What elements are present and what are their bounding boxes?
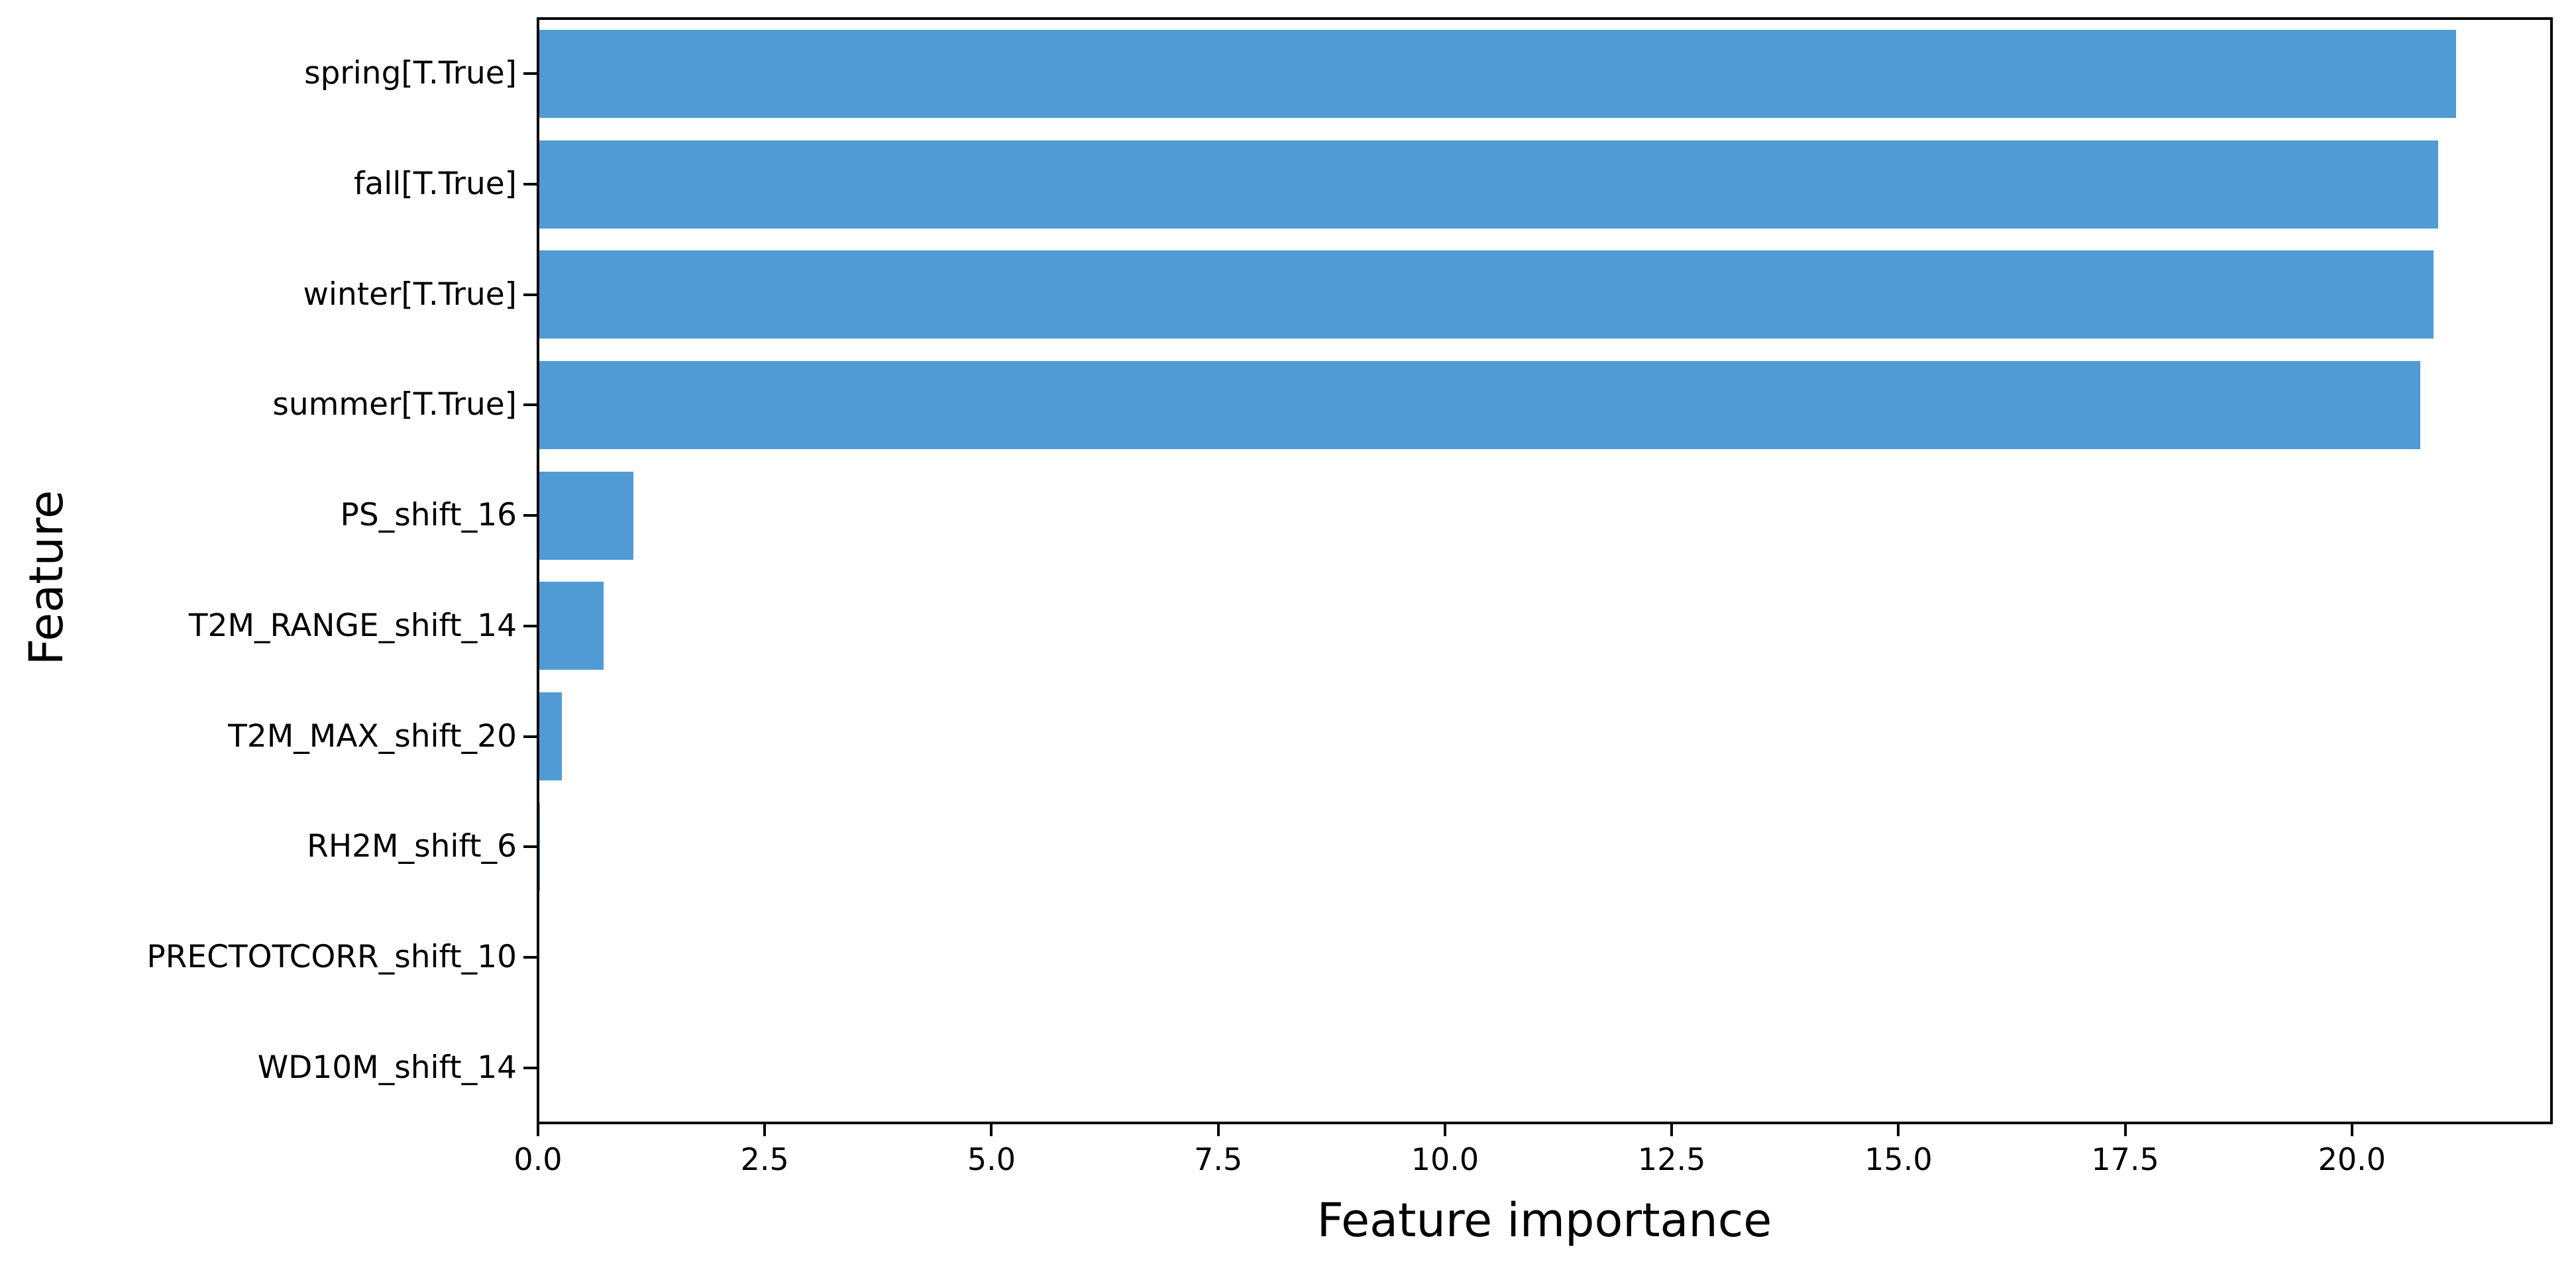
bar [538, 29, 2456, 118]
x-tick-mark [1443, 1123, 1446, 1136]
bar [538, 913, 539, 1002]
bar [538, 250, 2434, 339]
x-axis-title: Feature importance [1316, 1193, 1772, 1247]
x-tick-label: 5.0 [967, 1141, 1016, 1177]
x-tick-label: 20.0 [2318, 1141, 2387, 1177]
x-tick-mark [1216, 1123, 1220, 1136]
y-tick-mark [523, 1066, 538, 1069]
bar [538, 582, 604, 670]
y-tick-mark [523, 403, 538, 407]
x-tick-mark [763, 1123, 767, 1136]
y-tick-label: summer[T.True] [272, 386, 517, 423]
y-tick-mark [523, 624, 538, 627]
x-tick-label: 17.5 [2091, 1141, 2159, 1177]
x-tick-label: 10.0 [1411, 1141, 1479, 1177]
x-tick-mark [537, 1123, 539, 1136]
x-tick-mark [2350, 1123, 2353, 1136]
bar [538, 692, 562, 781]
x-tick-mark [1670, 1123, 1674, 1136]
x-tick-label: 2.5 [740, 1141, 789, 1177]
bar [538, 1024, 539, 1112]
y-tick-mark [523, 735, 538, 738]
y-axis-title: Feature [19, 490, 74, 666]
bar [538, 140, 2438, 229]
y-tick-mark [523, 845, 538, 849]
y-tick-label: WD10M_shift_14 [257, 1049, 517, 1086]
y-tick-mark [523, 955, 538, 959]
y-tick-label: T2M_RANGE_shift_14 [188, 607, 517, 644]
x-tick-label: 12.5 [1637, 1141, 1706, 1177]
bar [538, 802, 540, 891]
y-tick-mark [523, 72, 538, 76]
y-tick-label: T2M_MAX_shift_20 [228, 717, 517, 755]
x-tick-mark [2123, 1123, 2127, 1136]
x-tick-mark [990, 1123, 993, 1136]
y-tick-mark [523, 183, 538, 186]
x-tick-mark [1897, 1123, 1900, 1136]
y-tick-mark [523, 514, 538, 517]
x-tick-label: 7.5 [1194, 1141, 1243, 1177]
y-tick-label: winter[T.True] [303, 276, 517, 313]
bar [538, 471, 633, 560]
y-tick-label: RH2M_shift_6 [307, 828, 517, 865]
y-tick-label: fall[T.True] [353, 166, 517, 203]
plot-area [538, 19, 2551, 1123]
y-tick-label: PRECTOTCORR_shift_10 [146, 938, 517, 975]
y-tick-label: PS_shift_16 [340, 497, 517, 534]
y-tick-label: spring[T.True] [304, 55, 517, 92]
x-tick-label: 15.0 [1864, 1141, 1933, 1177]
bar [538, 360, 2420, 449]
y-tick-mark [523, 293, 538, 296]
x-tick-label: 0.0 [513, 1141, 563, 1177]
